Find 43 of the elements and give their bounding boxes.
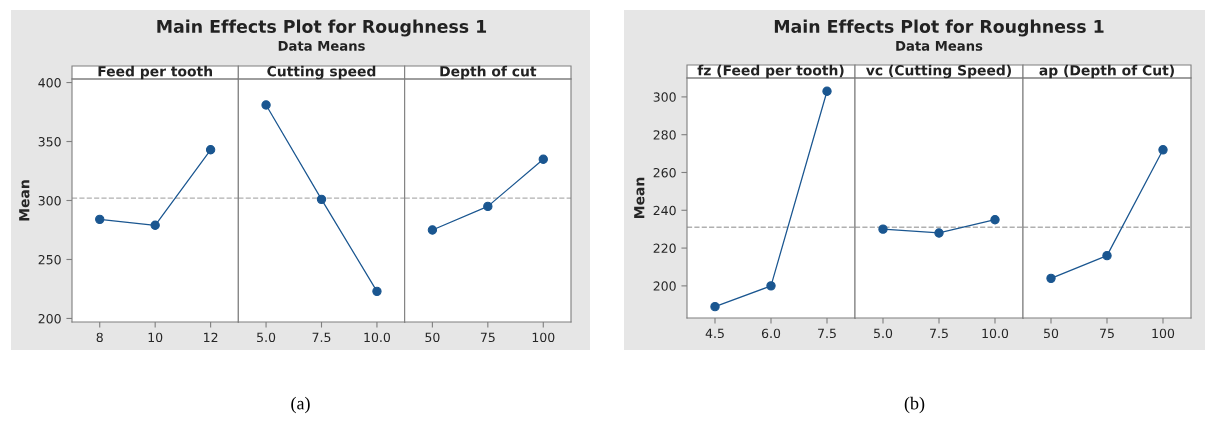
y-tick-label: 200 [38, 313, 61, 324]
y-tick-label: 260 [653, 167, 676, 178]
y-tick-label: 200 [653, 281, 676, 291]
y-tick-label: 220 [653, 243, 676, 254]
text: Data Means [896, 41, 983, 51]
text: (b) [904, 396, 925, 414]
text: Data Means [278, 41, 365, 51]
x-tick-label: 5.0 [257, 332, 276, 343]
x-tick-label: 100 [532, 332, 555, 343]
text: (a) [291, 396, 310, 414]
x-tick-label: 4.5 [705, 328, 724, 339]
text: Main Effects Plot for Roughness 1 [774, 19, 1104, 37]
x-tick-label: 7.5 [930, 328, 948, 339]
x-tick-label: 12 [204, 332, 218, 342]
chart-title: Cutting speed [267, 65, 376, 80]
x-tick-label: 50 [425, 332, 440, 343]
text: Main Effects Plot for Roughness 1 [157, 19, 487, 37]
x-tick-label: 5.0 [874, 328, 893, 339]
x-tick-label: 7.5 [312, 332, 331, 343]
y-tick-label: 300 [38, 195, 61, 206]
chart-title: vc (Cutting Speed) [866, 64, 1011, 79]
x-tick-label: 8 [96, 332, 103, 343]
chart-title: fz (Feed per tooth) [697, 64, 844, 79]
y-tick-label: 280 [653, 130, 676, 140]
x-tick-label: 10.0 [364, 332, 391, 343]
y-axis-title: Mean [19, 180, 30, 221]
y-tick-label: 350 [38, 136, 61, 147]
x-tick-label: 75 [1100, 328, 1114, 339]
x-tick-label: 10 [148, 332, 163, 343]
chart-title: Depth of cut [440, 65, 537, 80]
y-axis-title: Mean [634, 177, 645, 218]
x-tick-label: 10.0 [982, 328, 1009, 339]
x-tick-label: 75 [480, 332, 495, 343]
y-tick-label: 400 [38, 78, 61, 88]
y-tick-label: 300 [653, 92, 676, 102]
y-tick-label: 250 [38, 254, 61, 265]
y-tick-label: 240 [653, 205, 676, 216]
x-tick-label: 50 [1044, 328, 1059, 339]
x-tick-label: 100 [1152, 328, 1175, 339]
chart-title: ap (Depth of Cut) [1039, 64, 1174, 79]
chart-title: Feed per tooth [98, 65, 212, 80]
x-tick-label: 7.5 [818, 328, 836, 339]
x-tick-label: 6.0 [761, 328, 781, 339]
